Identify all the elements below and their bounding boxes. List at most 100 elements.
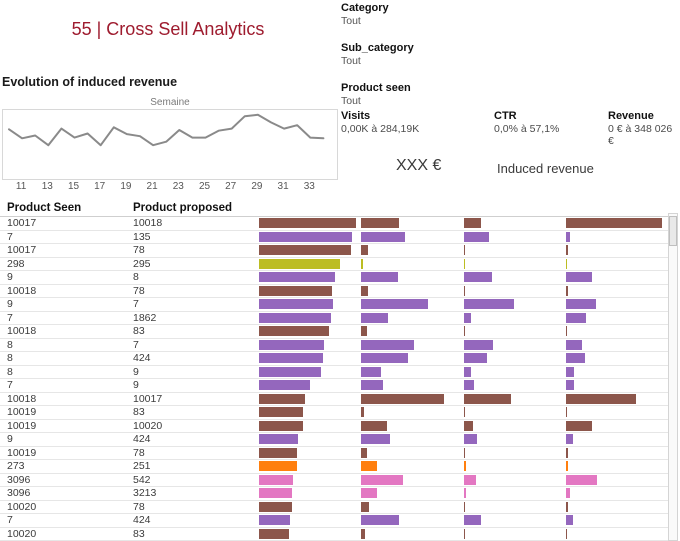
bar-mark[interactable] [464, 326, 465, 336]
bar-mark[interactable] [259, 528, 289, 539]
revenue-line-chart[interactable] [2, 109, 338, 180]
bar-mark[interactable] [259, 231, 352, 242]
bar-mark[interactable] [566, 488, 570, 498]
bar-mark[interactable] [566, 218, 662, 228]
bar-mark[interactable] [361, 231, 405, 242]
bar-mark[interactable] [259, 380, 310, 390]
bar-mark[interactable] [361, 353, 408, 363]
bar-mark[interactable] [361, 312, 388, 323]
bar-mark[interactable] [464, 447, 465, 458]
bar-mark[interactable] [464, 380, 474, 390]
bar-mark[interactable] [259, 285, 332, 296]
bar-mark[interactable] [259, 434, 298, 444]
bar-mark[interactable] [259, 420, 303, 431]
table-scrollbar[interactable] [668, 213, 678, 541]
bar-mark[interactable] [259, 488, 292, 498]
bar-mark[interactable] [259, 339, 324, 350]
bar-mark[interactable] [361, 366, 381, 377]
bar-mark[interactable] [566, 299, 596, 309]
bar-mark[interactable] [259, 272, 335, 282]
bar-mark[interactable] [464, 231, 489, 242]
bar-mark[interactable] [566, 366, 574, 377]
bar-mark[interactable] [566, 407, 567, 417]
bar-mark[interactable] [464, 312, 471, 323]
bar-mark[interactable] [361, 245, 368, 255]
bar-mark[interactable] [464, 393, 511, 404]
bar-mark[interactable] [566, 420, 592, 431]
bar-mark[interactable] [464, 488, 466, 498]
bar-mark[interactable] [464, 474, 476, 485]
bar-mark[interactable] [259, 258, 340, 269]
bar-mark[interactable] [464, 245, 465, 255]
bar-mark[interactable] [566, 434, 573, 444]
bar-mark[interactable] [464, 258, 465, 269]
bar-mark[interactable] [259, 407, 303, 417]
bar-mark[interactable] [361, 420, 387, 431]
bar-mark[interactable] [361, 285, 368, 296]
bar-mark[interactable] [259, 474, 293, 485]
bar-mark[interactable] [566, 461, 568, 471]
bar-mark[interactable] [566, 312, 586, 323]
bar-mark[interactable] [361, 501, 369, 512]
bar-mark[interactable] [566, 393, 636, 404]
bar-mark[interactable] [566, 285, 568, 296]
bar-mark[interactable] [566, 501, 568, 512]
bar-mark[interactable] [566, 528, 567, 539]
bar-mark[interactable] [566, 353, 585, 363]
bar-mark[interactable] [566, 515, 573, 525]
bar-mark[interactable] [259, 312, 331, 323]
bar-mark[interactable] [566, 245, 568, 255]
bar-mark[interactable] [259, 245, 351, 255]
filter-product-seen-value[interactable]: Tout [341, 95, 361, 107]
bar-mark[interactable] [464, 218, 481, 228]
bar-mark[interactable] [464, 528, 465, 539]
bar-mark[interactable] [566, 326, 567, 336]
bar-mark[interactable] [464, 285, 465, 296]
bar-mark[interactable] [361, 488, 377, 498]
bar-mark[interactable] [566, 474, 597, 485]
bar-mark[interactable] [464, 501, 465, 512]
bar-mark[interactable] [361, 474, 403, 485]
bar-mark[interactable] [566, 272, 592, 282]
bar-mark[interactable] [464, 366, 471, 377]
bar-mark[interactable] [361, 393, 444, 404]
bar-mark[interactable] [259, 218, 356, 228]
bar-mark[interactable] [464, 272, 492, 282]
bar-mark[interactable] [464, 299, 514, 309]
bar-mark[interactable] [361, 515, 399, 525]
bar-mark[interactable] [259, 501, 292, 512]
bar-mark[interactable] [259, 326, 329, 336]
bar-mark[interactable] [361, 447, 367, 458]
bar-mark[interactable] [361, 299, 428, 309]
bar-mark[interactable] [259, 353, 323, 363]
bar-mark[interactable] [361, 258, 363, 269]
col-header-product-proposed[interactable]: Product proposed [133, 202, 233, 214]
bar-mark[interactable] [566, 447, 568, 458]
bar-mark[interactable] [464, 434, 477, 444]
bar-mark[interactable] [259, 299, 333, 309]
bar-mark[interactable] [464, 339, 493, 350]
bar-mark[interactable] [566, 258, 567, 269]
bar-mark[interactable] [259, 447, 297, 458]
bar-mark[interactable] [361, 218, 399, 228]
bar-mark[interactable] [464, 420, 473, 431]
bar-mark[interactable] [259, 393, 305, 404]
bar-mark[interactable] [464, 515, 481, 525]
filter-sub-category-value[interactable]: Tout [341, 55, 361, 67]
bar-mark[interactable] [464, 461, 466, 471]
bar-mark[interactable] [464, 407, 465, 417]
bar-mark[interactable] [259, 366, 321, 377]
bar-mark[interactable] [259, 461, 297, 471]
bar-mark[interactable] [566, 380, 574, 390]
bar-mark[interactable] [566, 339, 582, 350]
col-header-product-seen[interactable]: Product Seen [7, 202, 82, 214]
bar-mark[interactable] [361, 272, 398, 282]
filter-category-value[interactable]: Tout [341, 15, 361, 27]
bar-mark[interactable] [464, 353, 487, 363]
bar-mark[interactable] [361, 326, 367, 336]
bar-mark[interactable] [361, 380, 383, 390]
bar-mark[interactable] [361, 434, 390, 444]
bar-mark[interactable] [566, 231, 570, 242]
scrollbar-thumb[interactable] [669, 216, 677, 246]
bar-mark[interactable] [361, 339, 414, 350]
